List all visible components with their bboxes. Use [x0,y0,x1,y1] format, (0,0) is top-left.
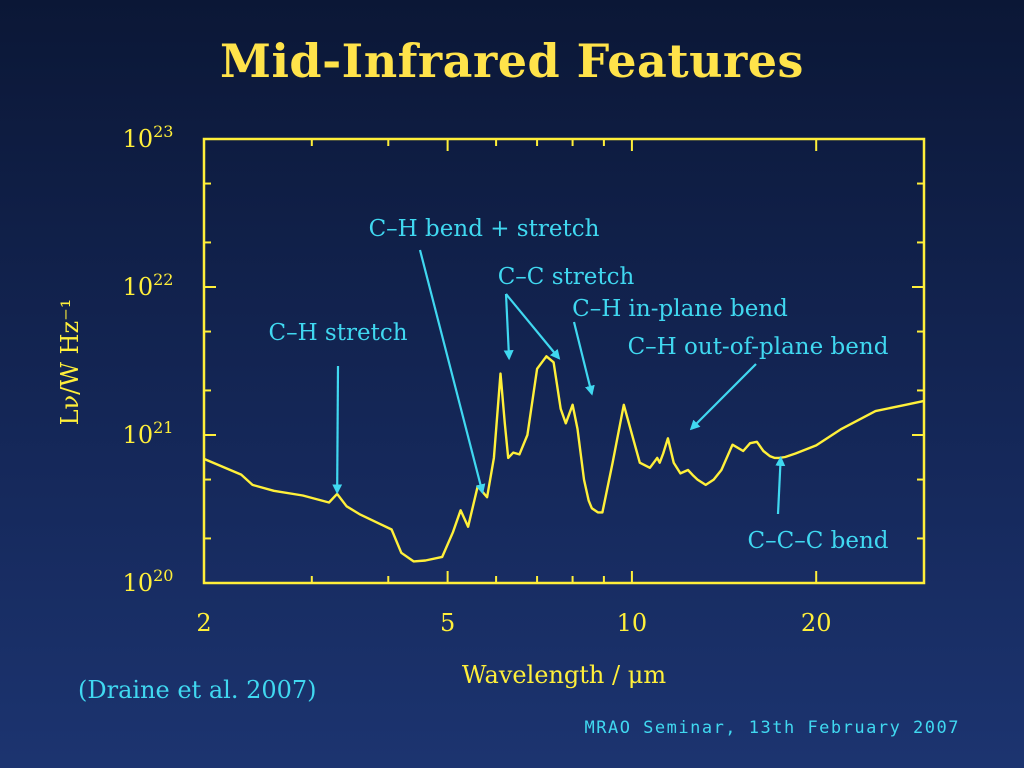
annotation-arrow-ch-in-plane-bend [572,321,595,396]
annotation-arrow-ccc-bend [775,455,786,515]
spectrum-line [203,355,925,563]
annotation-arrow-ch-stretch [332,365,343,495]
annotation-arrow-cc-stretch [503,293,514,361]
annotation-arrow-ch-out-of-plane-bend [689,363,757,431]
citation-text: (Draine et al. 2007) [78,676,317,704]
annotation-ch-out-of-plane-bend: C–H out-of-plane bend [628,334,889,360]
annotation-arrow-ch-bend-stretch [418,249,486,495]
y-tick-label: 1022 [123,270,174,301]
x-tick-label: 20 [801,609,832,637]
y-axis-label: Lν/W Hz⁻¹ [56,299,84,426]
x-axis-label: Wavelength / μm [462,661,666,689]
slide-title: Mid-Infrared Features [220,34,804,88]
x-tick-label: 5 [440,609,455,637]
x-tick-label: 10 [617,609,648,637]
y-tick-label: 1021 [123,418,174,449]
curve-layer [203,355,925,563]
plot-frame [202,137,926,585]
x-tick-label: 2 [196,609,211,637]
y-tick-label: 1020 [123,566,174,597]
footer-text: MRAO Seminar, 13th February 2007 [584,718,960,738]
annotation-arrow-cc-stretch [505,293,561,360]
annotations-layer: C–H stretch C–H bend + stretch C–C stretch… [268,216,888,554]
annotation-ch-stretch: C–H stretch [268,320,407,346]
annotation-ccc-bend: C–C–C bend [748,528,889,554]
annotation-ch-bend-stretch: C–H bend + stretch [369,216,600,242]
annotation-cc-stretch: C–C stretch [498,264,635,290]
y-tick-label: 1023 [123,122,174,153]
axis-ticks [203,138,925,584]
annotation-ch-in-plane-bend: C–H in-plane bend [572,296,788,322]
